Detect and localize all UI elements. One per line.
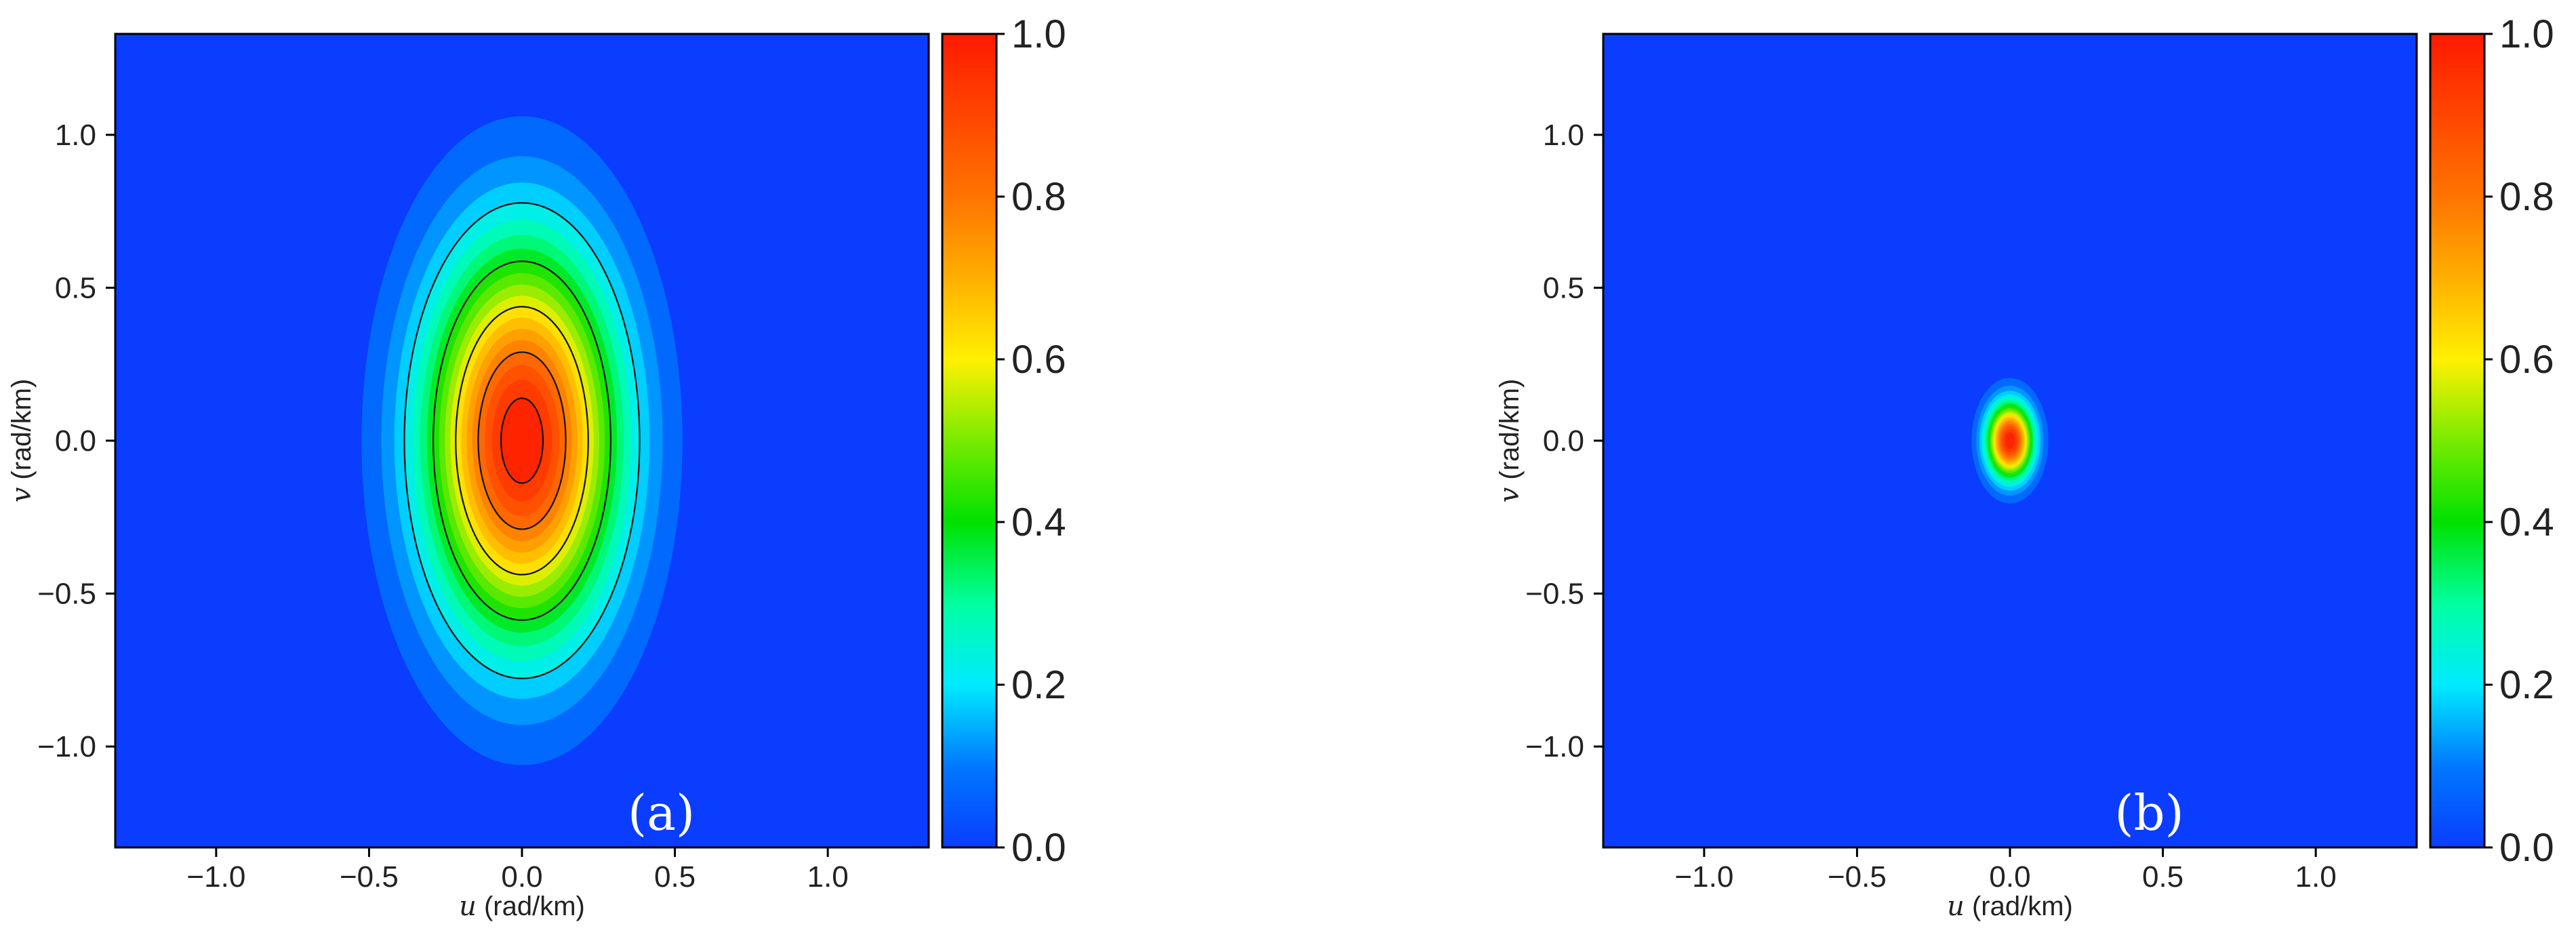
colorbar-frame	[941, 33, 998, 849]
contour-line	[432, 260, 612, 621]
contour-line	[455, 306, 589, 576]
y-tick-label: 0.0	[55, 424, 96, 458]
y-tick-label: −1.0	[1525, 730, 1584, 763]
y-tick-label: 0.0	[1543, 424, 1584, 458]
colorbar-frame	[2429, 33, 2486, 849]
y-axis-label: v (rad/km)	[6, 379, 37, 503]
contour-line	[500, 397, 544, 484]
colorbar-tick-label: 0.4	[1011, 500, 1066, 544]
x-tick-label: 0.5	[2142, 860, 2183, 894]
x-axis-variable: u	[1947, 891, 1965, 922]
y-axis-unit: (rad/km)	[1495, 379, 1525, 487]
y-axis-variable: v	[1494, 487, 1525, 502]
colorbar-tick-label: 1.0	[2499, 12, 2554, 56]
x-axis-variable: u	[459, 891, 477, 922]
x-tick-label: −1.0	[186, 860, 245, 894]
y-tick-label: 0.5	[1543, 271, 1584, 304]
contour-line	[477, 351, 567, 530]
y-tick-label: 1.0	[1543, 119, 1584, 152]
contour-line	[403, 202, 641, 679]
colorbar-tick-label: 0.6	[2499, 338, 2554, 382]
panel-b: −1.0 −0.5 0.0 0.5 1.0 −1.0 −0.5 0.0 0.5 1.0 u (rad…	[1494, 12, 2554, 922]
colorbar-tick-label: 0.6	[1011, 338, 1066, 382]
y-axis-unit: (rad/km)	[7, 379, 37, 487]
colorbar: 0.0 0.2 0.4 0.6 0.8 1.0	[2429, 12, 2554, 870]
colorbar-tick-label: 0.0	[1011, 826, 1066, 870]
x-tick-label: −1.0	[1674, 860, 1733, 894]
colorbar-tick-label: 0.4	[2499, 500, 2554, 544]
y-tick-label: 1.0	[55, 119, 96, 152]
panel-label: (a)	[628, 784, 695, 841]
heatmap-field	[1971, 378, 2049, 504]
x-tick-label: 0.5	[654, 860, 696, 894]
x-axis-unit: (rad/km)	[477, 892, 585, 921]
x-tick-label: −0.5	[340, 860, 399, 894]
x-tick-label: 1.0	[2295, 860, 2337, 894]
panel-label: (b)	[2114, 784, 2183, 841]
colorbar-tick-label: 0.8	[2499, 175, 2554, 219]
panel-a: −1.0 −0.5 0.0 0.5 1.0 −1.0 −0.5 0.0 0.5 1.0 u (rad…	[6, 12, 1066, 922]
colorbar-tick-label: 0.0	[2499, 826, 2554, 870]
colorbar-tick-label: 0.8	[1011, 175, 1066, 219]
x-tick-label: 0.0	[1989, 860, 2030, 894]
x-axis-label: u (rad/km)	[459, 891, 585, 922]
colorbar-gradient	[2430, 34, 2484, 847]
colorbar-gradient	[942, 34, 997, 847]
y-axis-label: v (rad/km)	[1494, 379, 1525, 503]
contour-band	[501, 398, 543, 483]
colorbar-tick-label: 1.0	[1011, 12, 1066, 56]
y-tick-label: −0.5	[1525, 578, 1584, 611]
x-tick-label: 0.0	[501, 860, 542, 894]
heatmap-field	[361, 116, 683, 765]
y-tick-label: −0.5	[37, 578, 96, 611]
y-tick-label: −1.0	[37, 730, 96, 763]
colorbar-tick-label: 0.2	[2499, 663, 2554, 707]
x-axis-unit: (rad/km)	[1965, 892, 2073, 921]
contour-band	[2005, 432, 2015, 449]
x-axis-label: u (rad/km)	[1947, 891, 2073, 922]
y-axis-variable: v	[6, 487, 37, 502]
x-tick-label: 1.0	[807, 860, 849, 894]
colorbar-tick-label: 0.2	[1011, 663, 1066, 707]
colorbar: 0.0 0.2 0.4 0.6 0.8 1.0	[941, 12, 1066, 870]
x-tick-label: −0.5	[1828, 860, 1887, 894]
y-tick-label: 0.5	[55, 271, 96, 304]
